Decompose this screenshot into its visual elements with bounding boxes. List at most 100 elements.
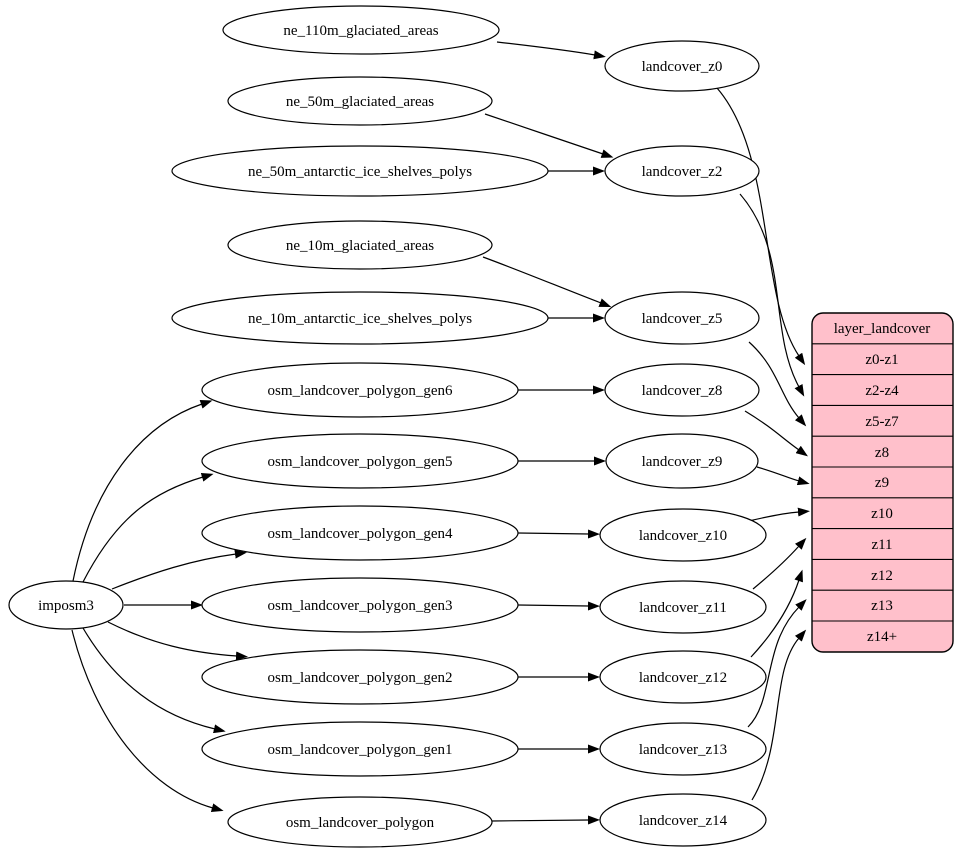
node-label: osm_landcover_polygon_gen5	[268, 454, 453, 470]
table-row-z14plus: z14+	[867, 629, 897, 645]
node-osm_landcover_polygon_gen6: osm_landcover_polygon_gen6	[201, 362, 519, 418]
node-label: ne_50m_antarctic_ice_shelves_polys	[248, 164, 472, 180]
node-shape	[201, 577, 519, 633]
node-landcover_z2: landcover_z2	[604, 145, 760, 197]
edges-layer	[71, 41, 810, 825]
node-label: ne_10m_glaciated_areas	[286, 238, 434, 254]
table-row-z8: z8	[875, 445, 889, 461]
table-header-label: layer_landcover	[834, 321, 931, 337]
edge-ne_50m_glaciated_areas-to-landcover_z2	[484, 113, 614, 158]
node-shape	[604, 40, 760, 92]
node-label: landcover_z2	[642, 164, 723, 180]
node-ne_110m_glaciated_areas: ne_110m_glaciated_areas	[222, 5, 500, 55]
node-shape	[605, 433, 759, 489]
node-shape	[171, 145, 549, 197]
node-shape	[227, 796, 493, 848]
node-label: landcover_z13	[639, 742, 727, 758]
edge-imposm3-to-osm_landcover_polygon_gen4	[111, 549, 247, 590]
table-row-z0-z1: z0-z1	[865, 352, 898, 368]
edge-osm_landcover_polygon_gen3-to-landcover_z11	[517, 601, 600, 611]
edge-landcover_z13-to-row-z13	[747, 599, 807, 728]
edge-imposm3-to-osm_landcover_polygon_gen5	[82, 472, 214, 583]
node-shape	[201, 721, 519, 777]
node-shape	[171, 291, 549, 345]
node-imposm3: imposm3	[8, 580, 124, 630]
node-label: landcover_z12	[639, 670, 727, 686]
node-label: osm_landcover_polygon_gen4	[268, 526, 453, 542]
edge-landcover_z0-to-row-z0-z1	[716, 87, 806, 366]
node-ne_50m_antarctic_ice_shelves_polys: ne_50m_antarctic_ice_shelves_polys	[171, 145, 549, 197]
table-row-z13: z13	[871, 598, 893, 614]
edge-landcover_z8-to-row-z8	[744, 410, 808, 457]
edge-landcover_z14-to-row-z14plus	[751, 629, 807, 801]
nodes-layer: imposm3 ne_110m_glaciated_areas ne_50m_g…	[8, 5, 767, 848]
node-landcover_z5: landcover_z5	[604, 291, 760, 345]
node-shape	[201, 505, 519, 561]
node-label: osm_landcover_polygon_gen3	[268, 598, 453, 614]
table-row-z10: z10	[871, 506, 893, 522]
node-label: ne_10m_antarctic_ice_shelves_polys	[248, 311, 472, 327]
node-imposm3-shape	[8, 580, 124, 630]
node-shape	[201, 433, 519, 489]
node-shape	[599, 722, 767, 776]
edge-ne_110m_glaciated_areas-to-landcover_z0	[496, 41, 606, 60]
node-label: landcover_z11	[639, 600, 727, 616]
node-osm_landcover_polygon_gen1: osm_landcover_polygon_gen1	[201, 721, 519, 777]
table-layer_landcover: layer_landcover z0-z1 z2-z4 z5-z7 z8 z9 …	[811, 312, 954, 653]
edge-imposm3-to-osm_landcover_polygon	[71, 629, 224, 813]
node-osm_landcover_polygon_gen2: osm_landcover_polygon_gen2	[201, 649, 519, 705]
edge-osm_landcover_polygon-to-landcover_z14	[491, 815, 600, 825]
node-shape	[227, 220, 493, 270]
node-shape	[604, 291, 760, 345]
node-imposm3-label: imposm3	[38, 598, 94, 614]
node-label: landcover_z14	[639, 813, 728, 829]
node-label: osm_landcover_polygon_gen6	[268, 383, 453, 399]
node-ne_10m_antarctic_ice_shelves_polys: ne_10m_antarctic_ice_shelves_polys	[171, 291, 549, 345]
node-landcover_z11: landcover_z11	[599, 580, 767, 634]
node-landcover_z8: landcover_z8	[604, 363, 760, 417]
node-landcover_z9: landcover_z9	[605, 433, 759, 489]
node-landcover_z13: landcover_z13	[599, 722, 767, 776]
node-landcover_z14: landcover_z14	[599, 793, 767, 847]
edge-imposm3-to-osm_landcover_polygon_gen2	[107, 621, 248, 661]
node-landcover_z0: landcover_z0	[604, 40, 760, 92]
node-label: landcover_z10	[639, 528, 727, 544]
edge-landcover_z2-to-row-z2-z4	[739, 193, 805, 397]
node-label: ne_110m_glaciated_areas	[283, 23, 438, 39]
edge-imposm3-to-osm_landcover_polygon_gen6	[72, 400, 213, 582]
node-label: osm_landcover_polygon	[286, 815, 435, 831]
node-shape	[604, 145, 760, 197]
node-label: landcover_z0	[642, 59, 723, 75]
node-ne_10m_glaciated_areas: ne_10m_glaciated_areas	[227, 220, 493, 270]
edge-imposm3-to-osm_landcover_polygon_gen1	[82, 627, 226, 734]
table-row-z2-z4: z2-z4	[865, 383, 899, 399]
edge-osm_landcover_polygon_gen4-to-landcover_z10	[517, 529, 600, 539]
table-row-z5-z7: z5-z7	[865, 414, 899, 430]
node-osm_landcover_polygon_gen3: osm_landcover_polygon_gen3	[201, 577, 519, 633]
node-label: ne_50m_glaciated_areas	[286, 94, 434, 110]
node-shape	[599, 793, 767, 847]
table-row-z9: z9	[875, 475, 889, 491]
edge-landcover_z11-to-row-z11	[752, 537, 807, 590]
node-landcover_z10: landcover_z10	[599, 508, 767, 562]
node-shape	[599, 508, 767, 562]
node-shape	[201, 362, 519, 418]
node-shape	[201, 649, 519, 705]
node-osm_landcover_polygon_gen4: osm_landcover_polygon_gen4	[201, 505, 519, 561]
node-shape	[604, 363, 760, 417]
node-label: landcover_z9	[642, 454, 723, 470]
table-row-z12: z12	[871, 568, 893, 584]
node-label: landcover_z5	[642, 311, 723, 327]
node-shape	[222, 5, 500, 55]
edge-landcover_z12-to-row-z12	[750, 569, 803, 658]
node-shape	[227, 76, 493, 126]
edge-landcover_z9-to-row-z9	[756, 466, 810, 486]
node-osm_landcover_polygon_gen5: osm_landcover_polygon_gen5	[201, 433, 519, 489]
node-ne_50m_glaciated_areas: ne_50m_glaciated_areas	[227, 76, 493, 126]
node-shape	[599, 650, 767, 704]
node-label: osm_landcover_polygon_gen1	[268, 742, 453, 758]
table-row-z11: z11	[871, 537, 892, 553]
edge-landcover_z10-to-row-z10	[748, 507, 810, 522]
